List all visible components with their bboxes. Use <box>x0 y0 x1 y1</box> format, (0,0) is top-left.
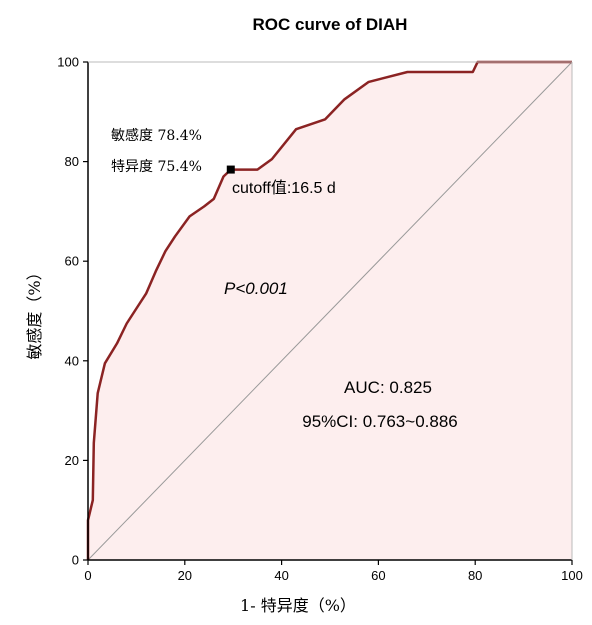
x-tick-label: 80 <box>468 568 482 583</box>
y-tick-label: 20 <box>65 453 79 468</box>
x-tick-label: 60 <box>371 568 385 583</box>
ci-label: 95%CI: 0.763~0.886 <box>302 412 457 431</box>
axes <box>87 61 573 561</box>
sensitivity-label: 敏感度 78.4% <box>111 127 202 144</box>
cutoff-point-marker <box>226 165 235 174</box>
x-tick-label: 100 <box>561 568 583 583</box>
p-value-label: P<0.001 <box>224 279 288 298</box>
x-tick-labels: 0 20 40 60 80 100 <box>84 560 583 583</box>
chart-title: ROC curve of DIAH <box>253 15 408 34</box>
cutoff-label: cutoff值:16.5 d <box>232 179 336 197</box>
specificity-label: 特异度 75.4% <box>111 159 202 175</box>
y-axis-title: 敏感度（%） <box>25 264 44 359</box>
diagonal-line <box>87 61 573 561</box>
x-axis-title: 1- 特异度（%） <box>240 596 356 615</box>
x-tick-label: 20 <box>178 568 192 583</box>
y-tick-labels: 0 20 40 60 80 100 <box>57 55 88 568</box>
auc-label: AUC: 0.825 <box>344 378 432 397</box>
y-tick-label: 80 <box>65 154 79 169</box>
y-tick-label: 0 <box>72 553 79 568</box>
roc-curve-line <box>86 60 572 560</box>
x-tick-label: 40 <box>274 568 288 583</box>
x-tick-label: 0 <box>84 568 91 583</box>
y-tick-label: 40 <box>65 353 79 368</box>
y-tick-label: 60 <box>65 254 79 269</box>
y-tick-label: 100 <box>57 55 79 70</box>
reference-diagonal <box>87 61 573 561</box>
roc-curve <box>86 60 572 560</box>
